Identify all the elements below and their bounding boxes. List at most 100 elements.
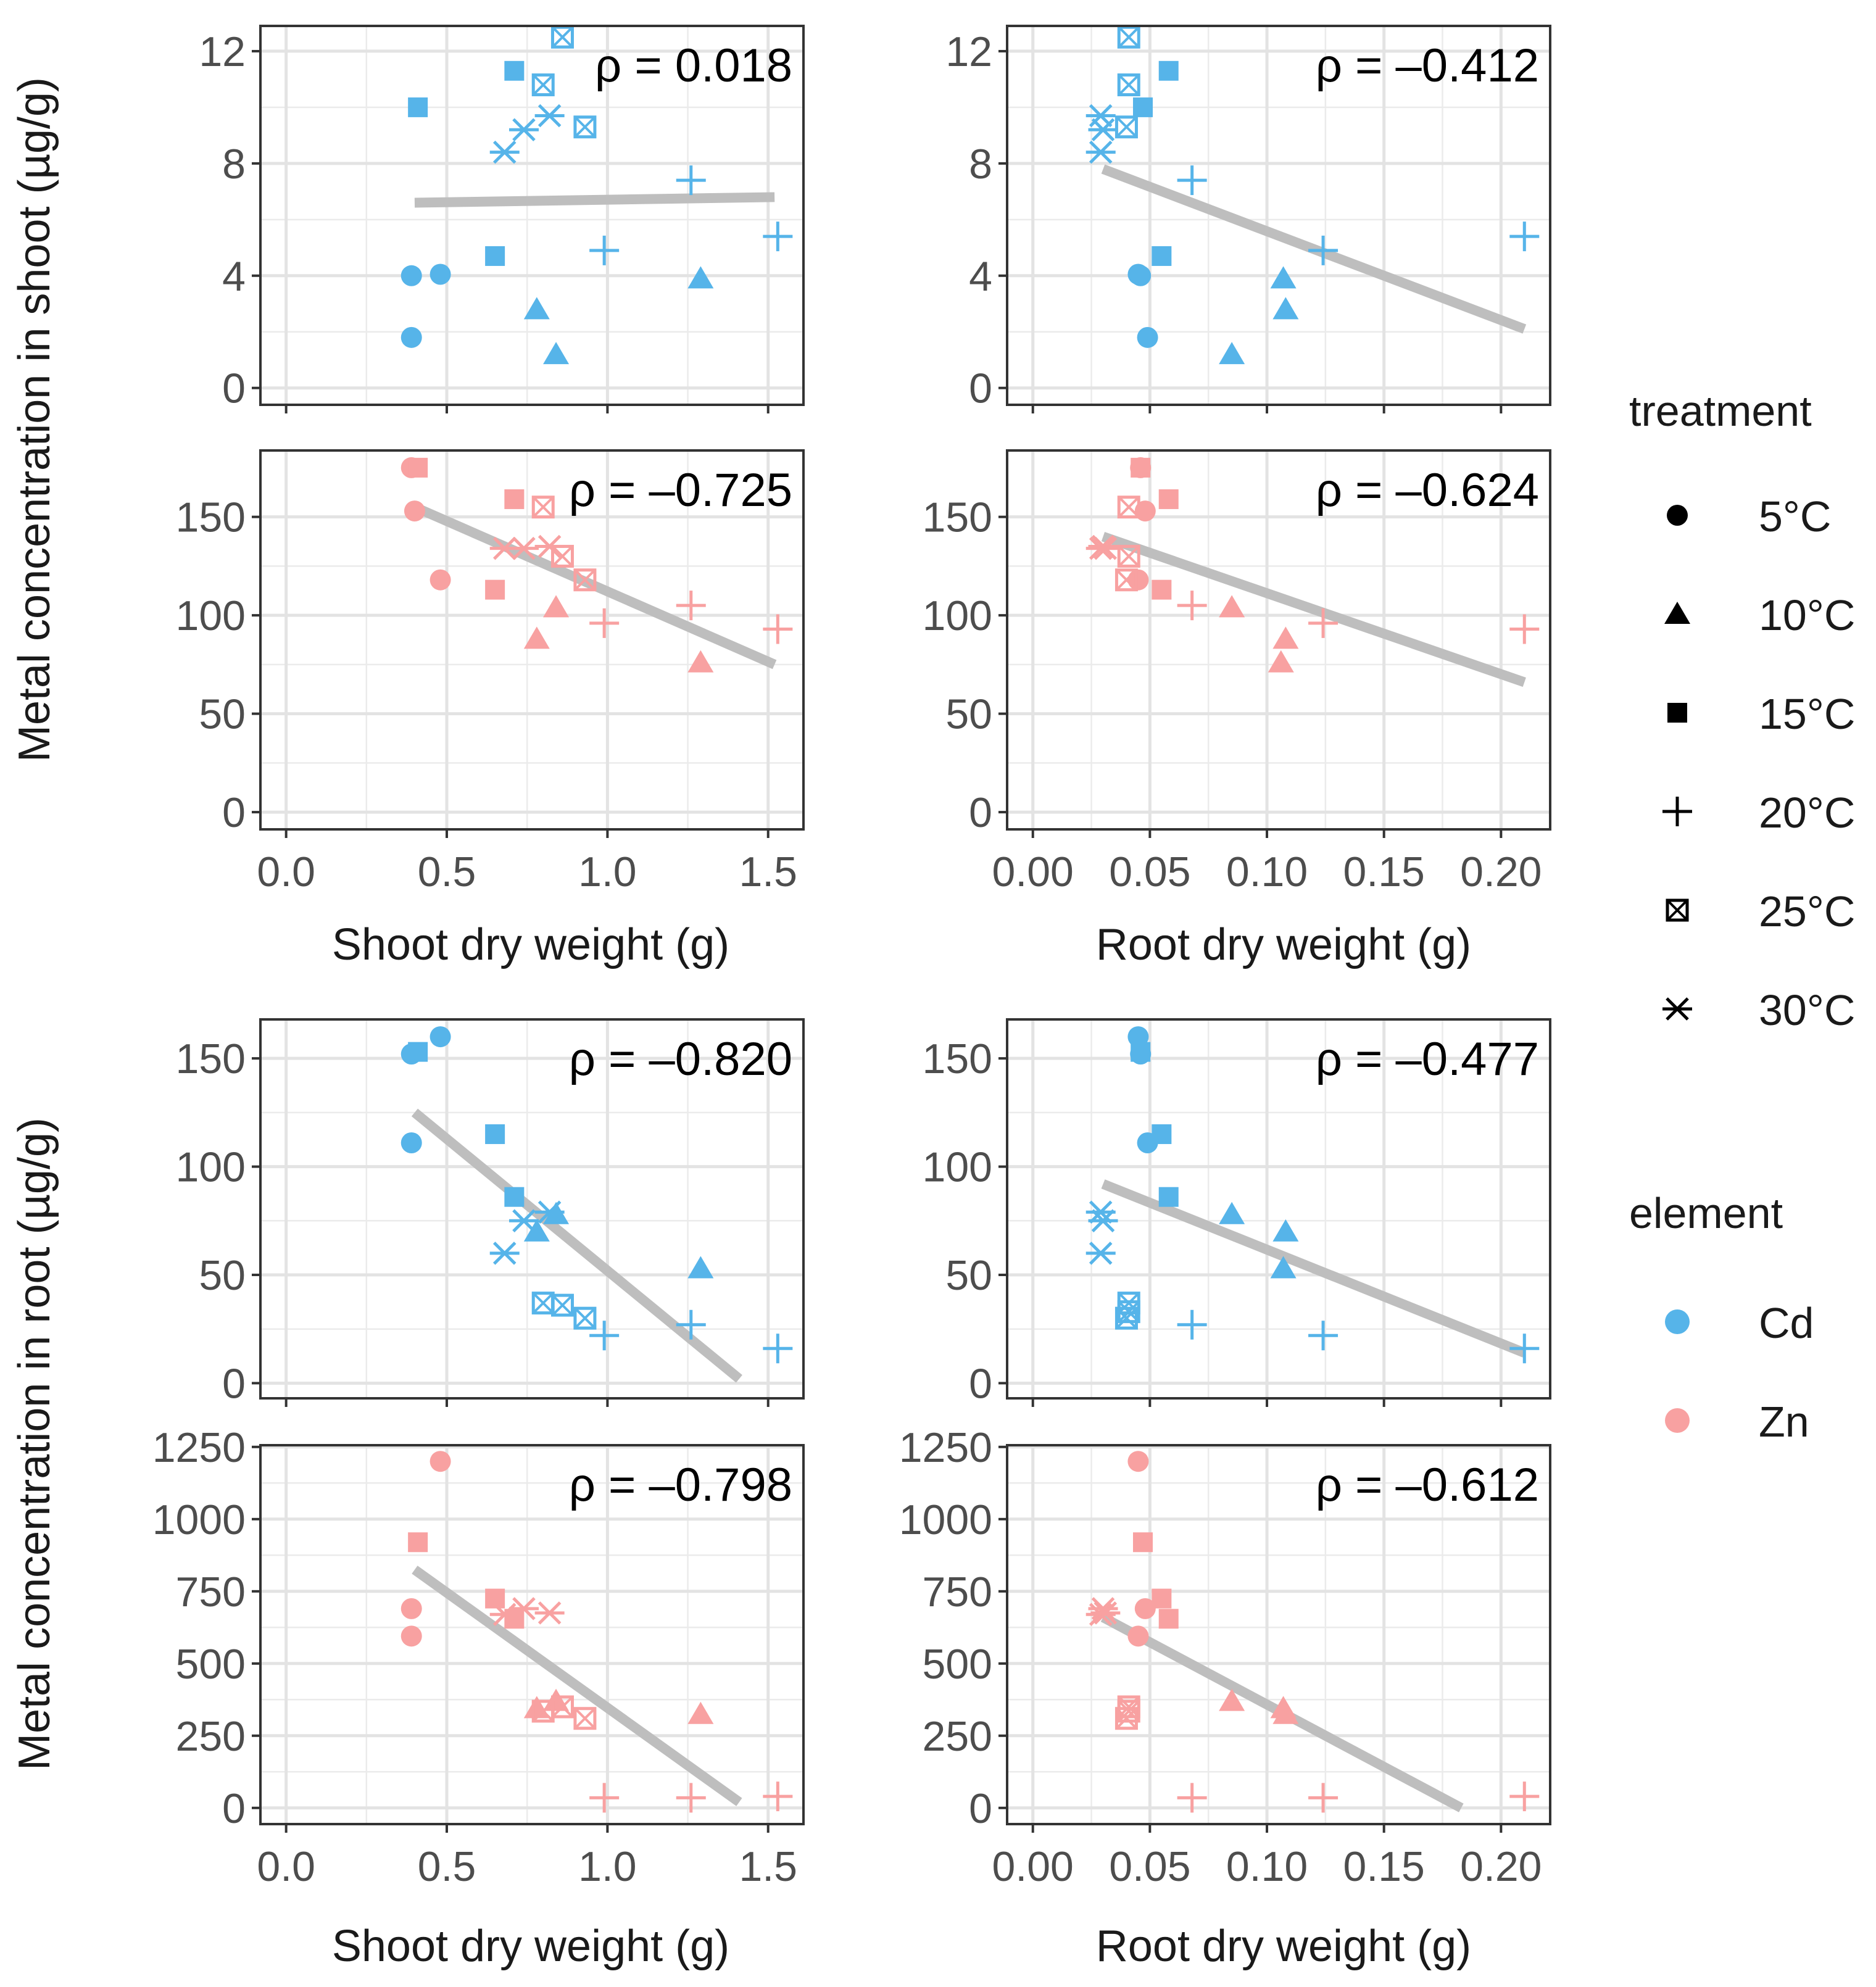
panel-border (259, 1444, 805, 1825)
data-point (687, 1701, 714, 1724)
data-point (573, 1306, 597, 1330)
panel-root_zn_vs_root_dw: 0 250 500 750 1000 1250 0.00 0.05 0.10 0.15 0.20 ρ … (899, 1424, 1551, 1890)
data-point (401, 326, 422, 348)
y-tick-label: 250 (176, 1713, 246, 1760)
y-tick-label: 0 (969, 365, 992, 412)
data-point (1090, 536, 1121, 560)
panel-border (259, 1018, 805, 1400)
data-point (401, 1598, 422, 1619)
data-point (676, 591, 706, 621)
data-point (430, 263, 451, 285)
data-point (550, 25, 574, 49)
y-tick-label: 0 (969, 789, 992, 836)
data-point (1308, 608, 1339, 638)
data-point (589, 235, 620, 265)
legend-treatment-item: 20°C (1662, 789, 1855, 837)
data-point (687, 1256, 714, 1279)
data-point (430, 1451, 451, 1472)
correlation-annotation: ρ = –0.624 (1316, 464, 1539, 516)
panel-background (1007, 26, 1550, 405)
legend-element-item: Cd (1665, 1299, 1814, 1347)
panel-border (1006, 1018, 1551, 1400)
data-point (1177, 591, 1207, 621)
legend-treatment-title: treatment (1629, 387, 1812, 435)
x-tick-label: 0.00 (992, 1843, 1074, 1890)
panel-background (1007, 1445, 1550, 1824)
data-point (676, 1783, 706, 1813)
data-point (1509, 1782, 1540, 1812)
data-point (489, 1242, 520, 1265)
y-tick-label: 100 (923, 1144, 992, 1191)
data-point (1270, 1256, 1297, 1279)
regression-line (1101, 1179, 1527, 1358)
data-point (1114, 1306, 1138, 1330)
legend-treatment-label: 30°C (1759, 986, 1855, 1034)
correlation-annotation: ρ = –0.798 (569, 1459, 792, 1511)
data-point (763, 222, 793, 252)
y-tick-label: 4 (969, 253, 992, 300)
legend-treatment-key (1662, 997, 1692, 1021)
legend-element: element Cd Zn (1629, 1189, 1814, 1446)
legend-treatment-key (1666, 898, 1689, 922)
data-point (489, 140, 520, 164)
data-point (1130, 265, 1152, 286)
data-point (589, 1321, 620, 1351)
correlation-annotation: ρ = –0.612 (1316, 1459, 1539, 1511)
data-point (1137, 326, 1158, 348)
data-point (504, 60, 525, 81)
regression-line (414, 192, 775, 208)
y-tick-label: 1250 (152, 1424, 246, 1471)
data-point (1117, 544, 1140, 568)
y-tick-label: 0 (969, 1360, 992, 1407)
x-tick-label: 0.20 (1460, 1843, 1542, 1890)
data-point (1152, 1124, 1172, 1144)
gridlines (1007, 1445, 1550, 1824)
data-point (408, 457, 428, 478)
panel-shoot_zn_vs_shoot_dw: 0 50 100 150 0.0 0.5 1.0 1.5 ρ = –0.725 (176, 449, 805, 895)
legend-treatment-key (1667, 703, 1687, 723)
panel-border (1006, 25, 1551, 406)
legend-element-items: Cd Zn (1665, 1299, 1814, 1446)
data-point (1152, 246, 1172, 266)
data-point (1308, 1783, 1339, 1813)
data-point (1127, 1451, 1149, 1472)
data-point (763, 614, 793, 644)
x-tick-label: 1.5 (739, 1843, 797, 1890)
y-tick-label: 0 (222, 1785, 246, 1832)
gridlines (1007, 26, 1550, 405)
x-tick-label: 0.0 (257, 1843, 315, 1890)
data-point (508, 118, 539, 142)
y-tick-label: 8 (222, 141, 246, 188)
x-axis-title-shoot-upper: Shoot dry weight (g) (332, 920, 729, 969)
legend-treatment-item: 30°C (1662, 986, 1855, 1034)
legend-treatment-label: 5°C (1759, 492, 1831, 541)
legend-element-key (1665, 1408, 1690, 1433)
data-point (1509, 614, 1540, 644)
y-tick-label: 0 (222, 789, 246, 836)
data-point (1152, 1588, 1172, 1609)
gridlines (260, 26, 803, 405)
legend-element-item: Zn (1665, 1398, 1809, 1446)
y-tick-label: 100 (923, 592, 992, 639)
panel-background (260, 1445, 803, 1824)
data-point (508, 536, 539, 560)
data-point (687, 266, 714, 289)
y-tick-label: 8 (969, 141, 992, 188)
y-tick-label: 750 (176, 1569, 246, 1616)
data-point (408, 97, 428, 117)
data-point (1134, 1598, 1156, 1619)
x-tick-label: 1.0 (578, 848, 637, 895)
x-axis-title-root-lower: Root dry weight (g) (1096, 1922, 1471, 1971)
data-point (763, 1782, 793, 1812)
data-point (1272, 1219, 1299, 1242)
legend-treatment-label: 15°C (1759, 690, 1855, 738)
data-point (573, 568, 597, 592)
data-point (523, 1219, 550, 1242)
y-tick-label: 0 (222, 365, 246, 412)
y-axis-title-root: Metal concentration in root (µg/g) (10, 1118, 59, 1770)
panel-border (1006, 449, 1551, 831)
legend-treatment-key (1662, 797, 1692, 826)
x-tick-label: 0.05 (1109, 848, 1190, 895)
panels-layer: 0 4 8 12 ρ = 0.018 0 4 8 12 ρ = –0.412 0 50 100 150 0.… (152, 25, 1551, 1890)
